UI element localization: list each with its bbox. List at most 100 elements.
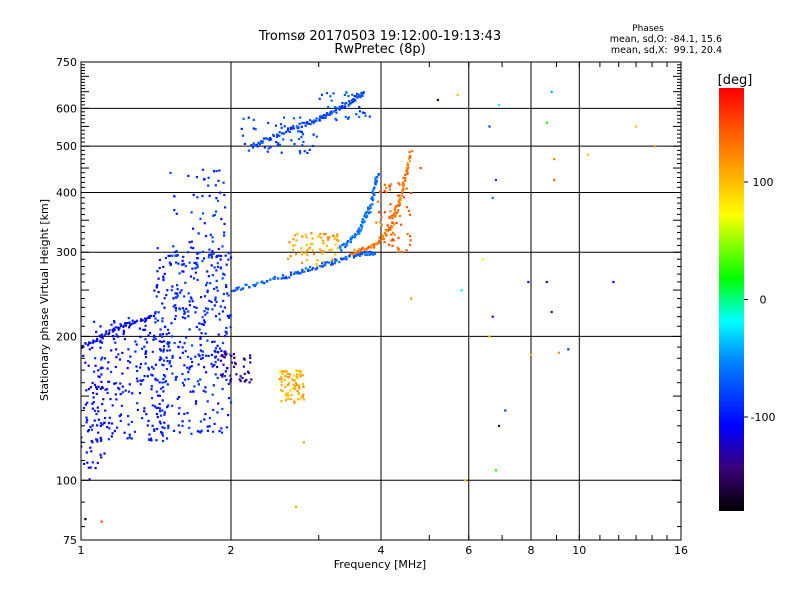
stats-x-line: mean, sd,X: 99.1, 20.4 xyxy=(611,45,722,56)
echo-point xyxy=(84,403,87,406)
echo-point xyxy=(333,237,336,240)
trace-point xyxy=(359,248,362,251)
trace-point xyxy=(285,277,288,280)
echo-point xyxy=(159,356,162,359)
echo-point xyxy=(297,130,300,133)
echo-point xyxy=(200,296,203,299)
echo-point xyxy=(295,239,298,242)
y-tick-label: 200 xyxy=(56,330,77,343)
echo-point xyxy=(117,328,120,331)
echo-point xyxy=(96,440,99,443)
echo-point xyxy=(245,378,248,381)
trace-point xyxy=(411,150,414,153)
echo-point xyxy=(214,298,217,301)
trace-point xyxy=(406,169,409,172)
echo-point xyxy=(206,270,209,273)
echo-point xyxy=(134,350,137,353)
trace-point xyxy=(376,176,379,179)
echo-point xyxy=(222,292,225,296)
echo-point xyxy=(219,258,222,261)
echo-point xyxy=(301,144,304,147)
echo-point xyxy=(119,413,122,416)
echo-point xyxy=(155,406,158,409)
echo-point xyxy=(196,380,200,383)
trace-point xyxy=(301,271,304,274)
trace-point xyxy=(381,236,384,239)
echo-point xyxy=(140,379,143,383)
trace-point xyxy=(334,258,337,261)
trace-point xyxy=(401,189,404,192)
trace-point xyxy=(381,234,384,237)
trace-point xyxy=(349,252,352,256)
echo-point xyxy=(143,328,147,331)
echo-point xyxy=(93,370,96,373)
y-tick-label: 400 xyxy=(56,186,77,199)
trace-point xyxy=(357,227,361,230)
echo-point xyxy=(306,151,309,154)
trace-point xyxy=(328,113,331,116)
trace-point xyxy=(407,166,410,169)
scatter-point xyxy=(464,479,467,482)
echo-point xyxy=(241,376,244,380)
trace-point xyxy=(250,143,253,147)
echo-point xyxy=(398,183,401,186)
trace-point xyxy=(347,240,350,243)
echo-point xyxy=(164,256,167,260)
echo-point xyxy=(167,426,170,430)
echo-point xyxy=(101,366,104,369)
echo-point xyxy=(180,263,183,266)
echo-point xyxy=(86,461,89,464)
echo-point xyxy=(301,374,304,377)
echo-point xyxy=(184,281,187,284)
trace-point xyxy=(348,255,351,258)
trace-point xyxy=(352,254,355,257)
phase-stats: Phases mean, sd,O: -84.1, 15.6 mean, sd,… xyxy=(610,24,722,56)
echo-point xyxy=(315,263,318,266)
echo-point xyxy=(101,356,104,359)
echo-point xyxy=(409,191,413,195)
echo-point xyxy=(199,337,202,340)
echo-point xyxy=(208,299,211,302)
echo-point xyxy=(293,402,296,405)
trace-point xyxy=(344,102,347,105)
echo-point xyxy=(203,295,207,298)
trace-point xyxy=(112,330,115,333)
echo-point xyxy=(211,308,214,311)
echo-point xyxy=(227,397,231,400)
echo-point xyxy=(230,354,233,358)
trace-point xyxy=(280,277,283,280)
echo-point xyxy=(183,295,186,298)
trace-point xyxy=(342,257,345,260)
echo-point xyxy=(390,233,393,236)
echo-point xyxy=(109,398,112,401)
trace-point xyxy=(289,126,292,129)
trace-point xyxy=(395,205,398,208)
echo-point xyxy=(215,197,218,200)
trace-point xyxy=(374,176,377,179)
trace-point xyxy=(122,325,125,329)
trace-point xyxy=(345,256,348,260)
echo-point xyxy=(192,193,195,196)
echo-point xyxy=(89,446,92,449)
echo-point xyxy=(113,321,116,324)
trace-point xyxy=(359,229,362,232)
echo-point xyxy=(188,300,191,303)
echo-point xyxy=(138,392,142,395)
echo-point xyxy=(224,352,227,355)
echo-point xyxy=(156,427,159,431)
echo-point xyxy=(188,368,191,371)
echo-point xyxy=(97,369,100,372)
echo-point xyxy=(213,170,216,173)
echo-point xyxy=(81,436,83,439)
echo-point xyxy=(205,284,208,287)
trace-point xyxy=(334,260,337,263)
echo-point xyxy=(227,316,230,319)
echo-point xyxy=(133,430,136,433)
echo-point xyxy=(199,344,202,347)
echo-point xyxy=(249,356,252,360)
echo-point xyxy=(249,361,252,364)
trace-point xyxy=(365,210,368,214)
echo-point xyxy=(216,265,220,268)
scatter-point xyxy=(302,441,305,444)
